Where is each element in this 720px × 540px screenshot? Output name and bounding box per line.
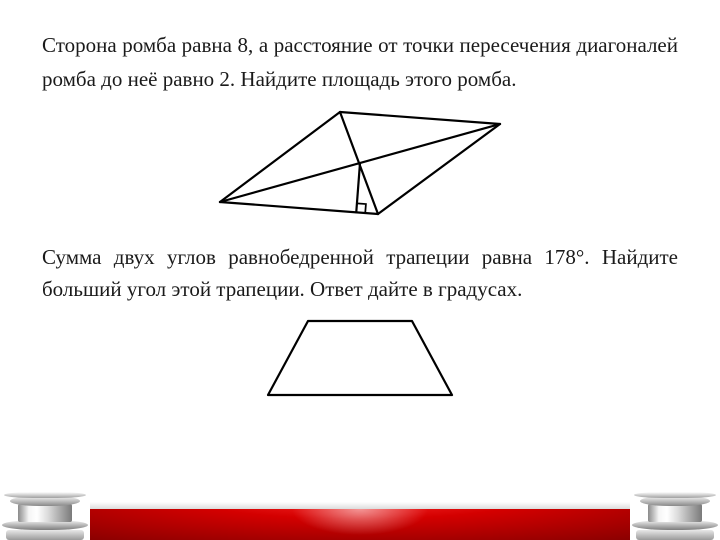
rhombus-figure xyxy=(42,104,678,229)
red-carpet xyxy=(90,502,630,540)
slide-decoration xyxy=(0,492,720,540)
pedestal-left xyxy=(0,492,90,540)
pedestal-right xyxy=(630,492,720,540)
problem-2-text: Сумма двух углов равнобедренной трапеции… xyxy=(42,241,678,305)
trapezoid-figure xyxy=(42,313,678,408)
problem-1-text: Сторона ромба равна 8, а расстояние от т… xyxy=(42,28,678,96)
